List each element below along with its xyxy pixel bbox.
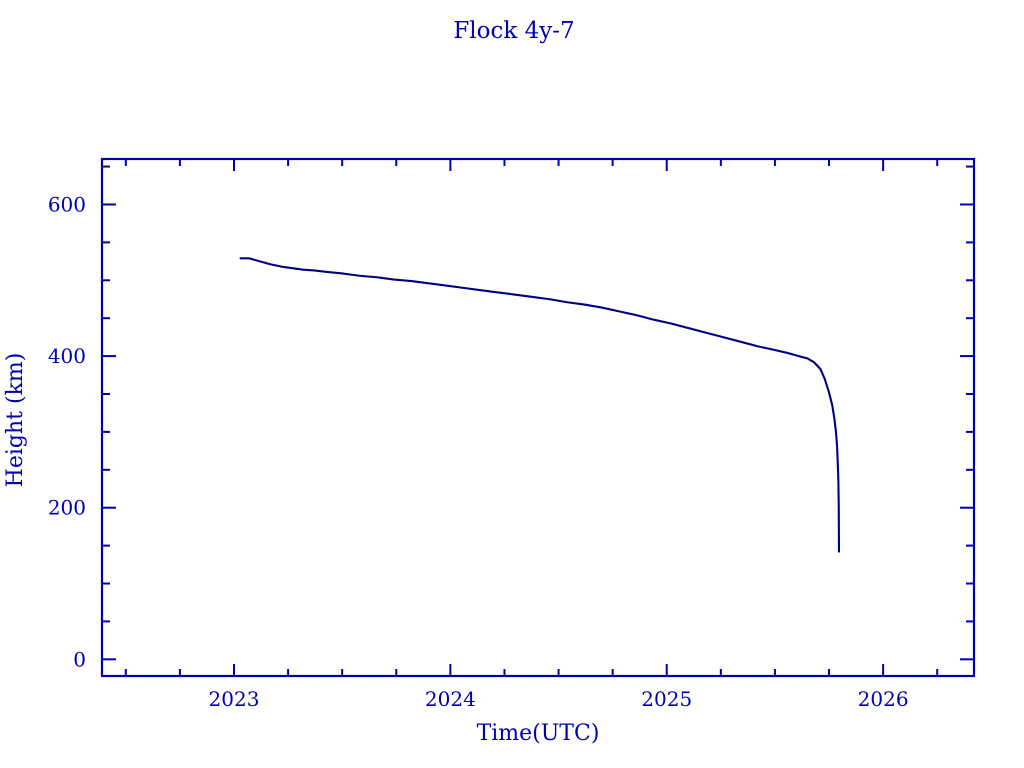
x-tick-label: 2024 xyxy=(425,687,476,711)
plot-frame xyxy=(100,157,976,678)
y-tick-label: 600 xyxy=(48,192,86,216)
y-tick-label: 400 xyxy=(48,344,86,368)
chart-title: Flock 4y-7 xyxy=(453,18,574,44)
y-tick-label: 200 xyxy=(48,496,86,520)
axis-ticks xyxy=(102,159,974,676)
x-tick-label: 2026 xyxy=(858,687,909,711)
x-tick-label: 2023 xyxy=(209,687,260,711)
data-series-group xyxy=(239,257,841,553)
x-axis-label: Time(UTC) xyxy=(477,721,600,746)
y-axis-tick-labels: 0 200 400 600 xyxy=(48,192,86,671)
x-axis-tick-labels: 2023 2024 2025 2026 xyxy=(209,687,909,711)
y-tick-label: 0 xyxy=(73,647,86,671)
y-axis-label: Height (km) xyxy=(3,353,28,488)
x-tick-label: 2025 xyxy=(641,687,692,711)
series-line-flock-4y-7 xyxy=(239,257,841,553)
